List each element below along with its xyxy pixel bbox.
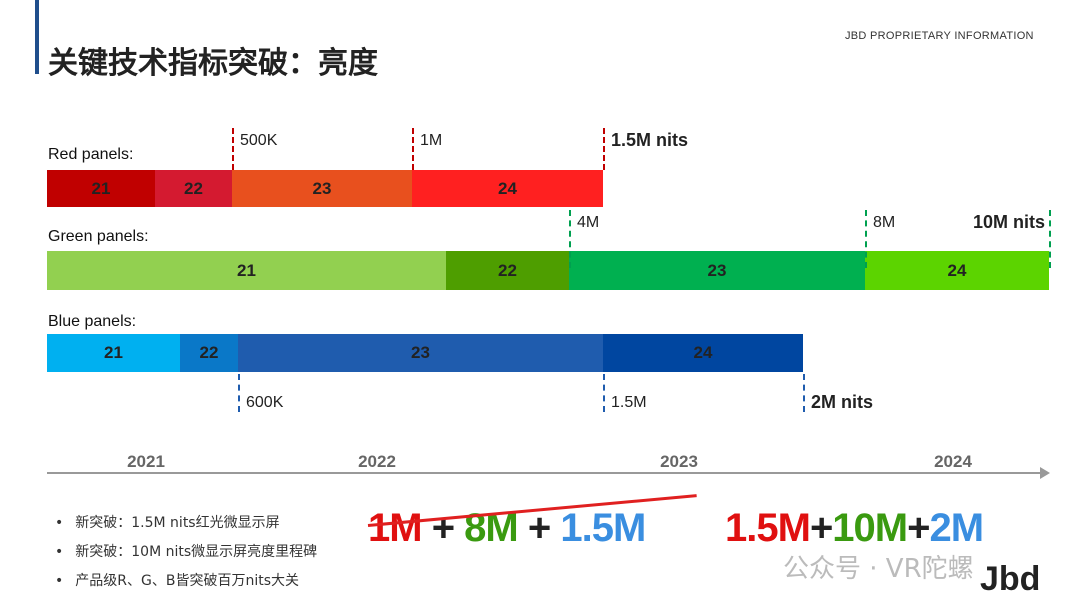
combo-part: +	[421, 506, 465, 550]
bar-segment: 24	[603, 334, 803, 372]
bullet-item: 新突破：1.5M nits红光微显示屏	[55, 512, 279, 532]
year-label: 2021	[127, 452, 165, 471]
bar-segment: 24	[865, 251, 1049, 290]
milestone-label: 500K	[240, 132, 278, 149]
milestone-label: 8M	[873, 214, 896, 231]
watermark: 公众号 · VR陀螺	[783, 554, 974, 584]
jbd-logo: Jbd	[980, 560, 1041, 598]
combo-part: 10M	[832, 506, 908, 550]
milestone-label: 4M	[577, 214, 600, 231]
milestone-label: 2M nits	[811, 392, 874, 412]
combo-part: +	[907, 506, 930, 550]
milestone-label: 600K	[246, 394, 284, 411]
title-accent-bar	[35, 0, 39, 74]
row-label: Green panels:	[48, 228, 149, 245]
page-title: 关键技术指标突破：亮度	[48, 46, 378, 81]
combo-part: 1M	[368, 506, 423, 550]
milestone-marker	[865, 210, 867, 268]
old-brightness-combo: 1M + 8M + 1.5M	[368, 506, 646, 551]
bar-segment: 22	[180, 334, 238, 372]
milestone-marker	[238, 374, 240, 412]
bar-segment: 21	[47, 251, 446, 290]
milestone-label: 10M nits	[972, 212, 1045, 232]
milestone-label: 1M	[420, 132, 443, 149]
year-label: 2023	[660, 452, 698, 471]
milestone-marker	[603, 128, 605, 170]
year-label: 2022	[358, 452, 396, 471]
axis-arrow-icon	[1040, 467, 1050, 479]
milestone-marker	[232, 128, 234, 170]
milestone-label: 1.5M nits	[611, 130, 689, 150]
timeline-axis	[47, 472, 1042, 474]
year-label: 2024	[934, 452, 972, 471]
row-label: Red panels:	[48, 146, 134, 163]
bullet-item: 产品级R、G、B皆突破百万nits大关	[55, 570, 299, 590]
bar-segment: 23	[569, 251, 865, 290]
bar-segment: 21	[47, 334, 180, 372]
milestone-marker	[412, 128, 414, 170]
bar-segment: 22	[155, 170, 232, 207]
milestone-marker	[1049, 210, 1051, 268]
combo-part: 1.5M	[725, 506, 811, 550]
milestone-marker	[603, 374, 605, 412]
combo-part: 2M	[929, 506, 984, 550]
bullet-item: 新突破：10M nits微显示屏亮度里程碑	[55, 541, 317, 561]
bar-segment: 21	[47, 170, 155, 207]
proprietary-notice: JBD PROPRIETARY INFORMATION	[845, 30, 1034, 42]
bar-segment: 22	[446, 251, 569, 290]
combo-part: +	[517, 506, 561, 550]
row-label: Blue panels:	[48, 313, 137, 330]
combo-part: +	[809, 506, 833, 550]
combo-part: 1.5M	[560, 506, 646, 550]
milestone-marker	[569, 210, 571, 268]
milestone-marker	[803, 374, 805, 412]
bar-segment: 23	[232, 170, 412, 207]
bar-segment: 24	[412, 170, 603, 207]
milestone-label: 1.5M	[611, 394, 647, 411]
new-brightness-combo: 1.5M+10M+2M	[725, 506, 984, 551]
bar-segment: 23	[238, 334, 603, 372]
